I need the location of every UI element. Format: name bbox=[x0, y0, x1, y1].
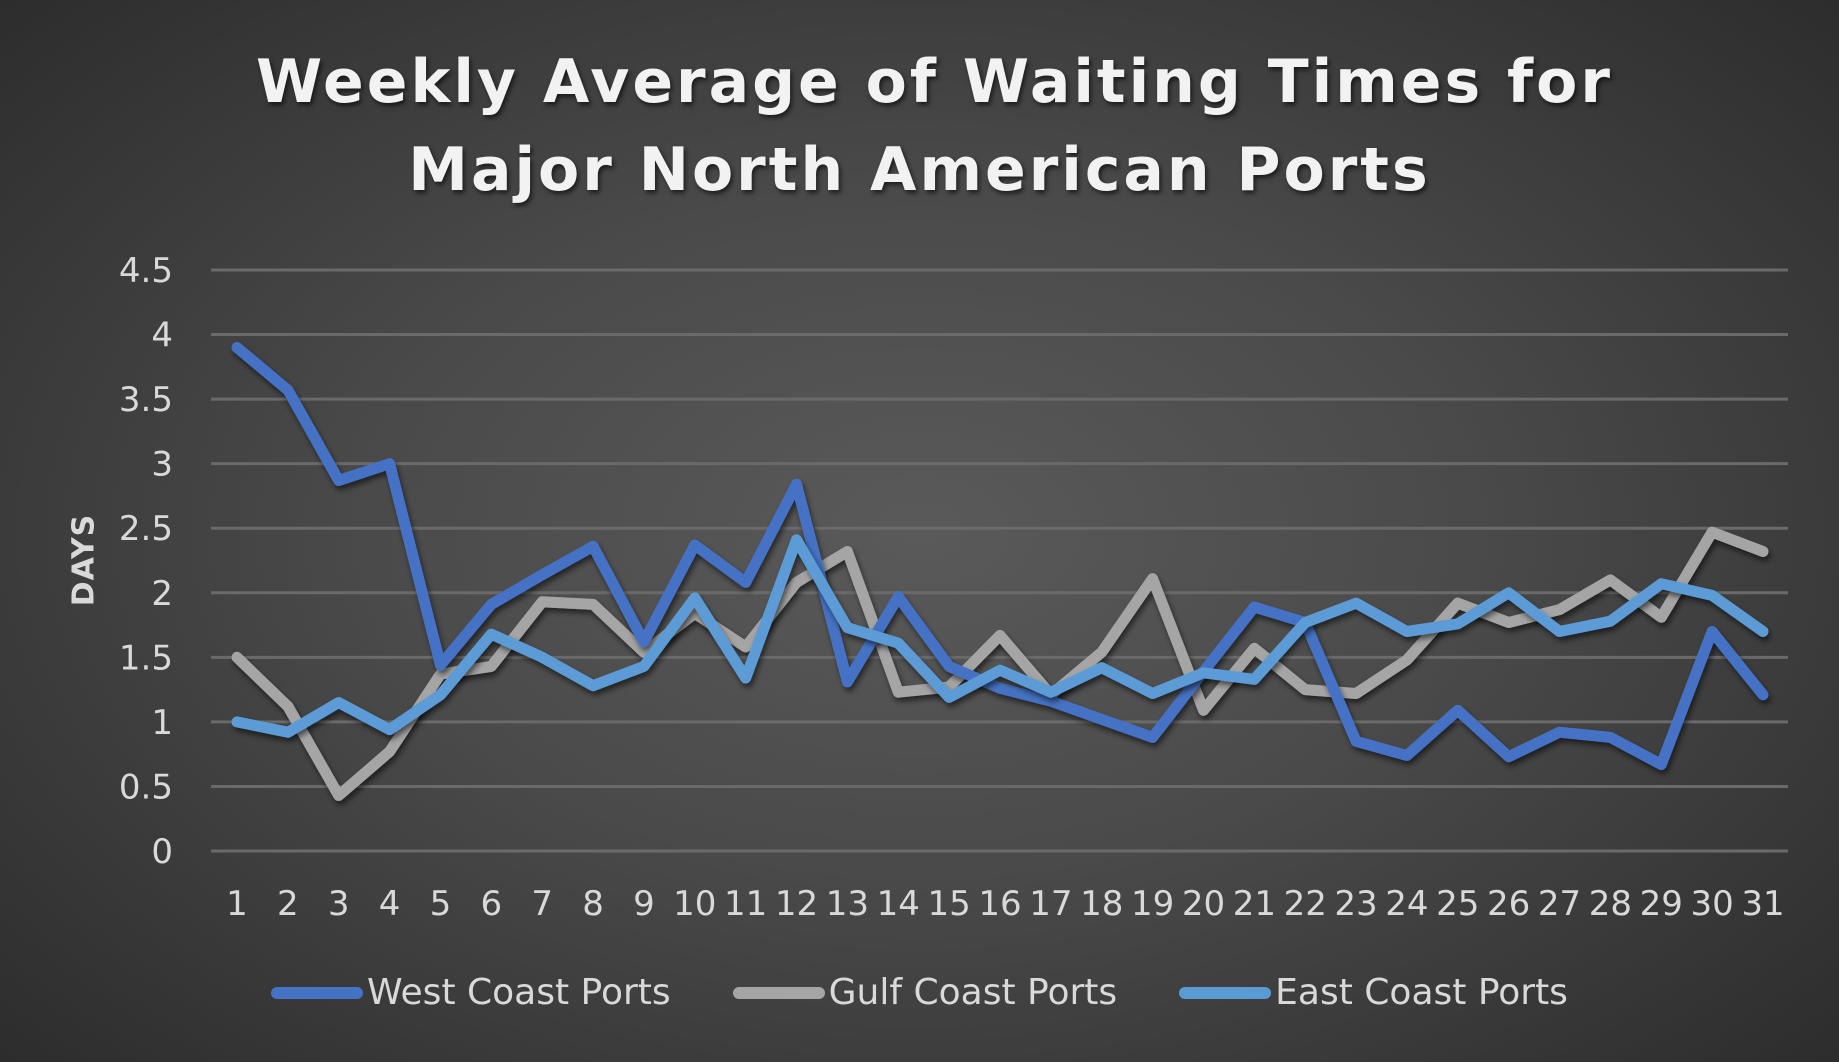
legend-swatch-west-coast bbox=[271, 986, 364, 999]
x-tick-label: 11 bbox=[724, 884, 767, 924]
x-tick-label: 5 bbox=[430, 884, 452, 924]
series-line-east-coast-ports[interactable] bbox=[231, 534, 1769, 738]
x-tick-label: 7 bbox=[531, 884, 553, 924]
x-tick-label: 15 bbox=[928, 884, 971, 924]
y-tick-label: 2.5 bbox=[119, 509, 173, 549]
x-tick-label: 22 bbox=[1284, 884, 1327, 924]
legend-swatch-east-coast bbox=[1179, 986, 1272, 999]
legend-item-gulf-coast[interactable]: Gulf Coast Ports bbox=[732, 972, 1118, 1013]
x-tick-label: 18 bbox=[1080, 884, 1123, 924]
x-axis-ticks: 1 2 3 4 5 6 7 8 9 10 11 12 13 14 15 16 17 18 19 20 21 22 23 24 2… bbox=[226, 884, 1784, 924]
chart-title-line-2: Major North American Ports bbox=[408, 135, 1431, 205]
x-tick-label: 24 bbox=[1385, 884, 1428, 924]
legend-item-west-coast[interactable]: West Coast Ports bbox=[271, 972, 671, 1013]
x-tick-label: 8 bbox=[582, 884, 604, 924]
x-tick-label: 20 bbox=[1182, 884, 1225, 924]
x-tick-label: 23 bbox=[1334, 884, 1377, 924]
series-lines bbox=[231, 342, 1769, 801]
x-tick-label: 26 bbox=[1487, 884, 1530, 924]
y-tick-label: 1 bbox=[151, 703, 173, 743]
x-tick-label: 12 bbox=[775, 884, 818, 924]
x-tick-label: 28 bbox=[1589, 884, 1632, 924]
x-tick-label: 19 bbox=[1131, 884, 1174, 924]
legend-label: East Coast Ports bbox=[1275, 972, 1568, 1013]
x-tick-label: 2 bbox=[277, 884, 299, 924]
x-tick-label: 9 bbox=[633, 884, 655, 924]
x-tick-label: 14 bbox=[877, 884, 920, 924]
series-line-west-coast-ports[interactable] bbox=[231, 342, 1769, 770]
x-tick-label: 25 bbox=[1436, 884, 1479, 924]
x-tick-label: 17 bbox=[1029, 884, 1072, 924]
y-tick-label: 4 bbox=[151, 316, 173, 356]
chart-title: Weekly Average of Waiting Times for Majo… bbox=[0, 38, 1839, 214]
gridlines bbox=[211, 268, 1788, 853]
x-tick-label: 16 bbox=[978, 884, 1021, 924]
x-tick-label: 21 bbox=[1233, 884, 1276, 924]
y-tick-label: 3 bbox=[151, 445, 173, 485]
y-tick-label: 3.5 bbox=[119, 380, 173, 420]
y-tick-label: 4.5 bbox=[119, 251, 173, 291]
series-line-gulf-coast-ports[interactable] bbox=[231, 526, 1769, 801]
legend-label: Gulf Coast Ports bbox=[828, 972, 1118, 1013]
x-tick-label: 31 bbox=[1741, 884, 1784, 924]
x-tick-label: 13 bbox=[826, 884, 869, 924]
x-tick-label: 6 bbox=[481, 884, 503, 924]
y-tick-label: 2 bbox=[151, 574, 173, 614]
x-tick-label: 10 bbox=[673, 884, 716, 924]
x-tick-label: 3 bbox=[328, 884, 350, 924]
y-axis-ticks: 0 0.5 1 1.5 2 2.5 3 3.5 4 4.5 bbox=[119, 251, 173, 872]
x-tick-label: 29 bbox=[1640, 884, 1683, 924]
legend-label: West Coast Ports bbox=[367, 972, 671, 1013]
legend: West Coast Ports Gulf Coast Ports East C… bbox=[0, 972, 1839, 1013]
legend-item-east-coast[interactable]: East Coast Ports bbox=[1179, 972, 1568, 1013]
y-tick-label: 1.5 bbox=[119, 638, 173, 678]
y-tick-label: 0 bbox=[151, 832, 173, 872]
x-tick-label: 30 bbox=[1691, 884, 1734, 924]
legend-swatch-gulf-coast bbox=[732, 986, 825, 999]
chart-title-line-1: Weekly Average of Waiting Times for bbox=[256, 47, 1613, 117]
x-tick-label: 1 bbox=[226, 884, 248, 924]
x-tick-label: 4 bbox=[379, 884, 401, 924]
x-tick-label: 27 bbox=[1538, 884, 1581, 924]
y-tick-label: 0.5 bbox=[119, 767, 173, 807]
